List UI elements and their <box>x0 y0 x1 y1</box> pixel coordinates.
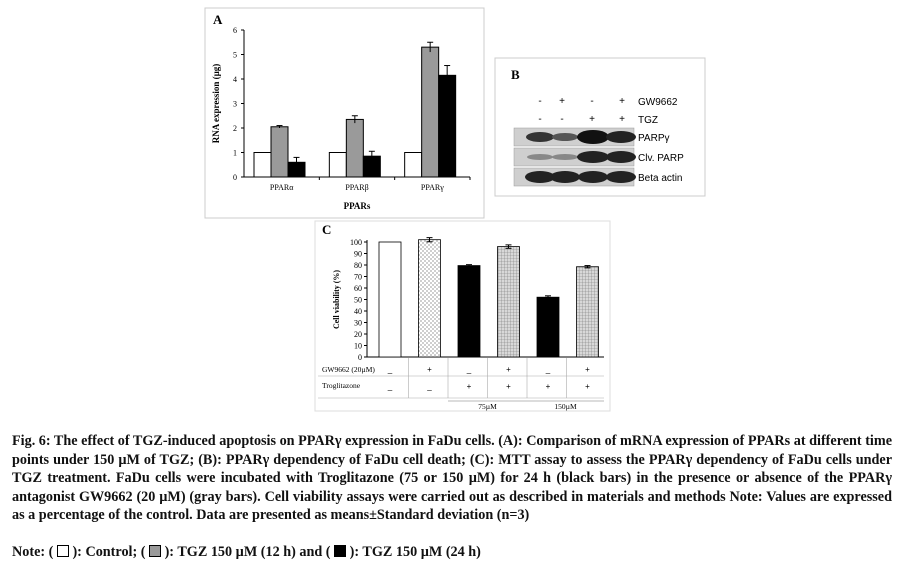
note-control: ): Control; ( <box>72 544 146 560</box>
tgz-sign: + <box>589 114 595 125</box>
band-label: Clv. PARP <box>638 153 684 164</box>
gray-swatch-icon <box>149 545 162 557</box>
gw9662-label: GW9662 <box>638 97 678 108</box>
bar-4 <box>536 296 560 358</box>
bar-PPARγ-1 <box>421 46 440 178</box>
blot-band <box>577 151 609 163</box>
control-swatch-icon <box>56 545 69 557</box>
tgz-sign: - <box>560 114 563 125</box>
y-tick-label: 4 <box>233 75 237 84</box>
gw9662-row-label: GW9662 (20µM) <box>322 365 375 374</box>
gw9662-sign: _ <box>545 365 551 374</box>
gw9662-sign: - <box>590 96 593 107</box>
y-tick-label: 60 <box>354 284 362 293</box>
blot-band <box>526 132 554 142</box>
note-prefix: Note: ( <box>12 544 54 560</box>
troglitazone-row-label: Troglitazone <box>322 381 361 390</box>
bar-2 <box>457 265 481 358</box>
tgz-sign: + <box>619 114 625 125</box>
y-tick-label: 50 <box>354 296 362 305</box>
y-tick-label: 3 <box>233 100 237 109</box>
x-axis-label: PPARs <box>344 201 371 211</box>
panel-a-label: A <box>213 12 223 27</box>
blot-band <box>550 171 580 183</box>
bar-PPARγ-0 <box>404 152 423 178</box>
band-label: Beta actin <box>638 173 682 184</box>
y-tick-label: 20 <box>354 330 362 339</box>
panel-b: B - + - + GW9662 - - + + TGZ PARPγ Clv. PARP Beta ac… <box>494 57 706 197</box>
chart-c: 0 10 20 30 40 50 60 70 80 90 100 Cell viability (%)… <box>318 237 604 411</box>
bar-0 <box>378 241 402 358</box>
y-tick-label: 10 <box>354 342 362 351</box>
blot-band <box>552 154 578 160</box>
y-tick-label: 2 <box>233 124 237 133</box>
y-tick-label: 0 <box>358 353 362 362</box>
y-tick-label: 80 <box>354 261 362 270</box>
y-tick-label: 0 <box>233 173 237 182</box>
troglitazone-sign: + <box>546 382 551 391</box>
gw9662-sign: + <box>559 96 565 107</box>
bar-1 <box>418 239 441 358</box>
x-tick-label: PPARα <box>270 183 294 192</box>
bar-5 <box>576 266 599 358</box>
dose-75-label: 75µM <box>478 402 497 411</box>
dose-150-label: 150µM <box>554 402 577 411</box>
bar-PPARα-1 <box>270 126 289 178</box>
x-tick-label: PPARβ <box>345 183 368 192</box>
bar-3 <box>497 246 520 358</box>
y-tick-label: 5 <box>233 51 237 60</box>
gw9662-sign: _ <box>387 365 393 374</box>
blot-band <box>527 154 553 160</box>
gw9662-sign: - <box>538 96 541 107</box>
gw9662-sign: + <box>619 96 625 107</box>
bar-PPARβ-1 <box>345 118 364 178</box>
gw9662-sign: _ <box>466 365 472 374</box>
troglitazone-sign: _ <box>426 382 432 391</box>
tgz-label: TGZ <box>638 115 658 126</box>
y-tick-label: 70 <box>354 273 362 282</box>
panel-b-label: B <box>511 67 520 82</box>
troglitazone-sign: + <box>467 382 472 391</box>
y-tick-label: 100 <box>350 238 362 247</box>
y-axis-label: Cell viability (%) <box>332 270 341 329</box>
y-tick-label: 1 <box>233 149 237 158</box>
legend-note: Note: ( ): Control; ( ): TGZ 150 µM (12 … <box>12 544 481 561</box>
gw9662-sign: + <box>506 365 511 374</box>
blot-band <box>552 133 578 141</box>
blot-band <box>606 151 636 163</box>
tgz-sign: - <box>538 114 541 125</box>
blot-band <box>606 131 636 143</box>
y-axis-label: RNA expression (µg) <box>211 64 221 144</box>
y-tick-label: 40 <box>354 307 362 316</box>
chart-a: 0 1 2 3 4 5 6 RNA expression (µg) PPARα PPARβ PPAR… <box>211 26 471 211</box>
figure-caption: Fig. 6: The effect of TGZ-induced apopto… <box>12 433 892 523</box>
bar-PPARβ-0 <box>328 152 347 178</box>
gw9662-sign: + <box>427 365 432 374</box>
blot-band <box>525 171 555 183</box>
blot-band <box>577 130 609 144</box>
band-label: PARPγ <box>638 133 670 144</box>
panel-c: C 0 10 20 30 40 50 60 70 80 90 100 Cell viability (… <box>314 220 611 412</box>
y-tick-label: 6 <box>233 26 237 35</box>
panel-a: A 0 1 2 3 4 5 6 RNA expression (µg) PPARα PPARβ PP… <box>204 7 485 219</box>
blot-band <box>606 171 636 183</box>
gw9662-sign: + <box>585 365 590 374</box>
blot-band <box>578 171 608 183</box>
y-tick-label: 30 <box>354 319 362 328</box>
troglitazone-sign: _ <box>387 382 393 391</box>
note-24h: ): TGZ 150 µM (24 h) <box>349 544 481 560</box>
western-blot: - + - + GW9662 - - + + TGZ PARPγ Clv. PARP Beta acti… <box>513 96 684 187</box>
troglitazone-sign: + <box>585 382 590 391</box>
y-tick-label: 90 <box>354 250 362 259</box>
x-tick-label: PPARγ <box>421 183 444 192</box>
troglitazone-sign: + <box>506 382 511 391</box>
black-swatch-icon <box>334 545 347 557</box>
panel-c-label: C <box>322 222 331 237</box>
bar-PPARα-0 <box>253 152 272 178</box>
bar-PPARγ-2 <box>438 74 457 178</box>
note-12h: ): TGZ 150 µM (12 h) and ( <box>164 544 331 560</box>
